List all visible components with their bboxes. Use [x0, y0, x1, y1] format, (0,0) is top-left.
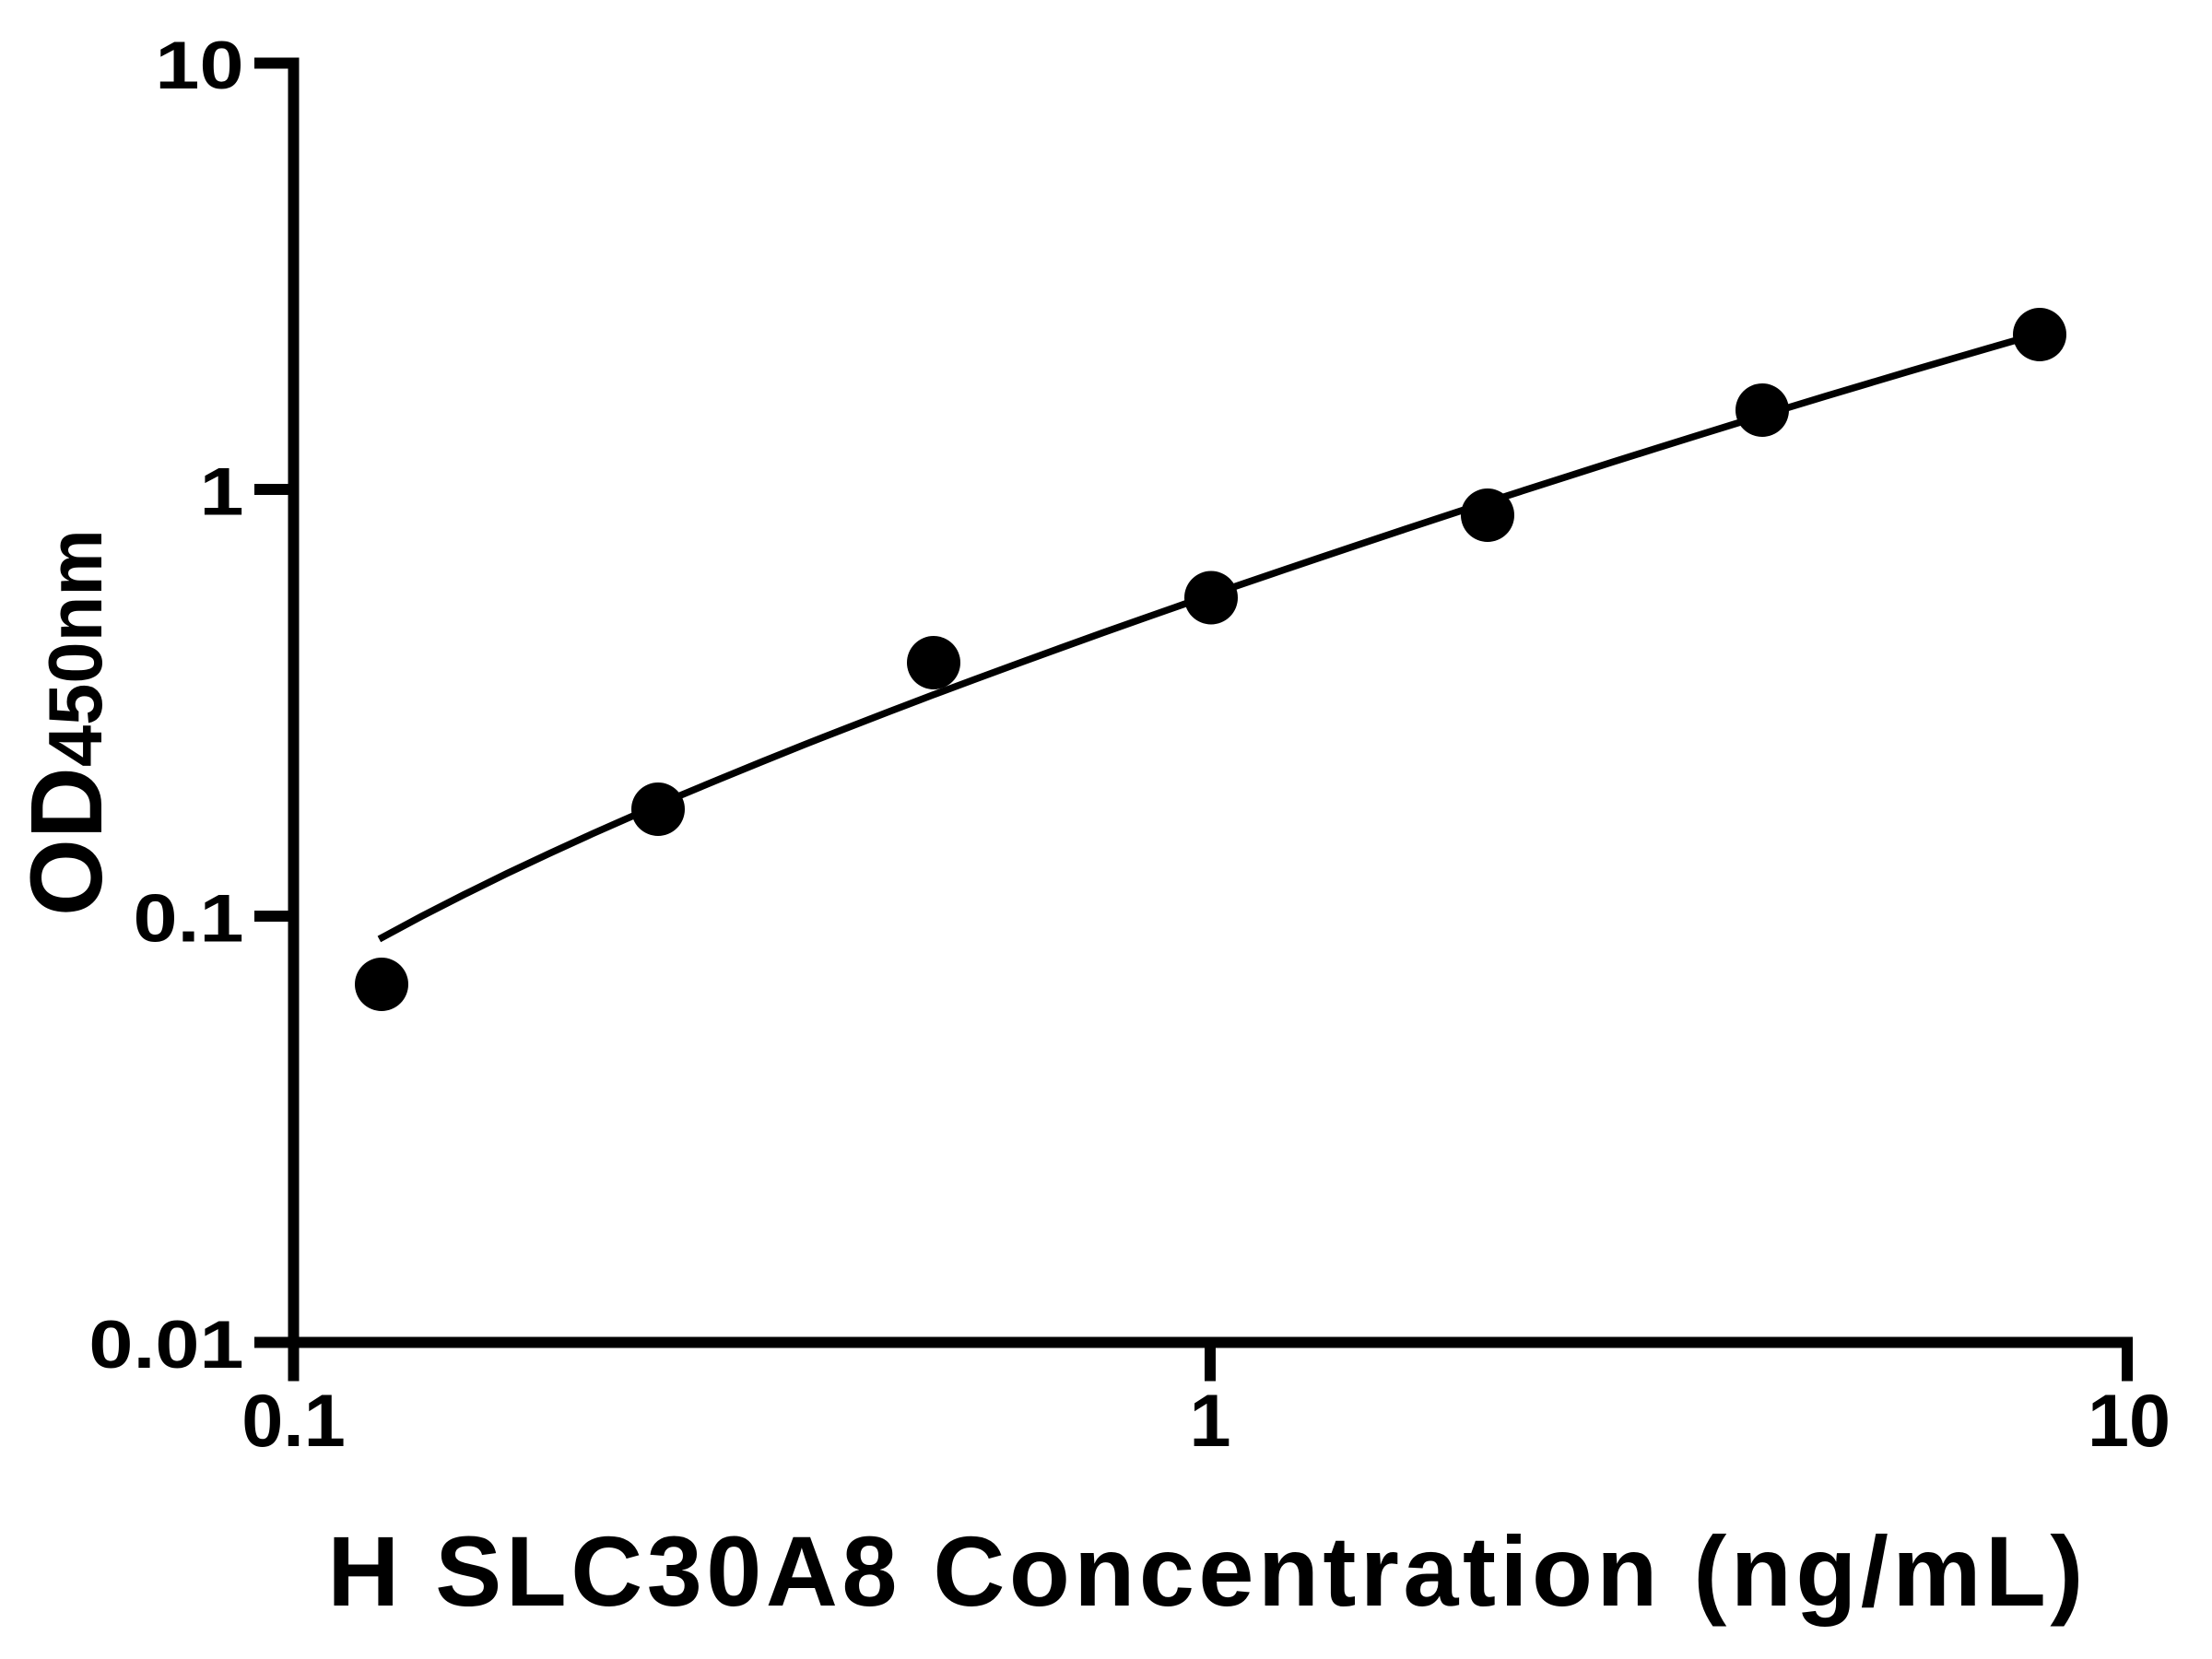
svg-text:0.1: 0.1 [133, 880, 243, 955]
svg-text:1: 1 [1189, 1380, 1230, 1463]
svg-text:10: 10 [155, 28, 243, 102]
svg-text:10: 10 [2088, 1380, 2171, 1463]
svg-text:1: 1 [199, 453, 243, 528]
svg-text:0.1: 0.1 [241, 1380, 346, 1463]
svg-text:H SLC30A8 Concentration (ng/mL: H SLC30A8 Concentration (ng/mL) [327, 1515, 2088, 1627]
svg-text:0.01: 0.01 [88, 1307, 243, 1382]
